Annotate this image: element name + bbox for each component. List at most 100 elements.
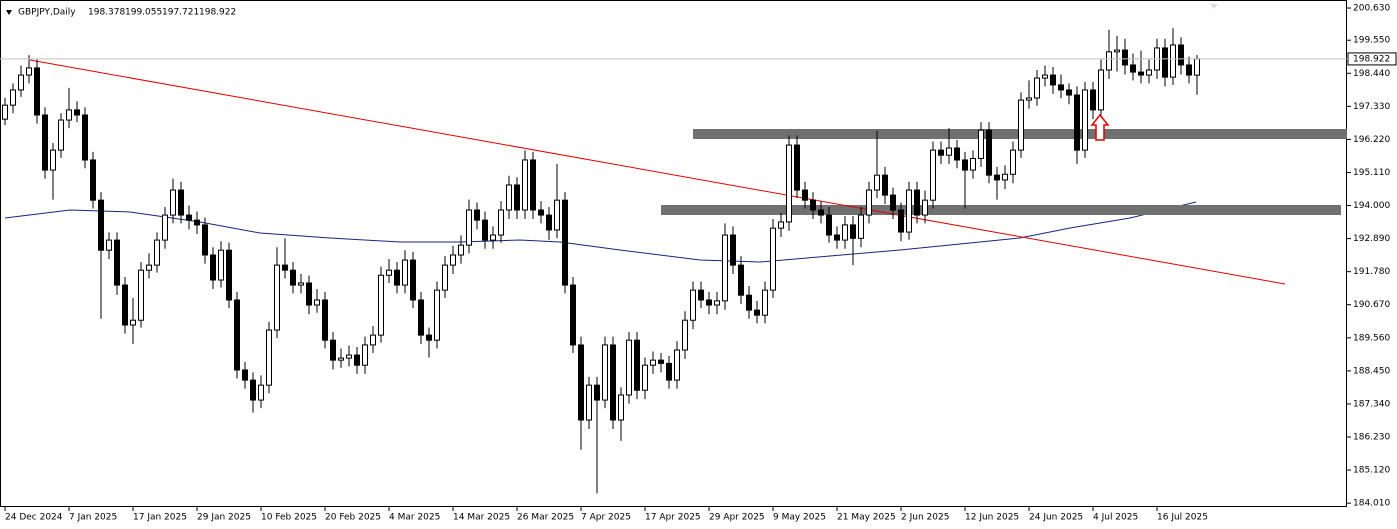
candle-body bbox=[706, 299, 712, 306]
candle-body bbox=[42, 114, 48, 171]
y-tick-label: 195.110 bbox=[1353, 168, 1390, 178]
candle-body bbox=[74, 109, 80, 116]
candle-body bbox=[98, 199, 104, 251]
candle-body bbox=[658, 359, 664, 364]
x-tick-label: 24 Jun 2025 bbox=[1029, 513, 1083, 523]
header-close: 198.922 bbox=[199, 8, 236, 18]
candle-body bbox=[842, 224, 848, 241]
y-tick-label: 194.000 bbox=[1353, 201, 1390, 211]
candle-body bbox=[562, 199, 568, 286]
candle-body bbox=[906, 189, 912, 233]
candle-body bbox=[82, 114, 88, 161]
candle-body bbox=[938, 149, 944, 156]
y-tick-label: 197.330 bbox=[1353, 102, 1390, 112]
candle-body bbox=[874, 174, 880, 191]
candle-body bbox=[650, 359, 656, 366]
candle-body bbox=[506, 184, 512, 211]
candle-body bbox=[698, 289, 704, 301]
candle-body bbox=[554, 199, 560, 231]
candle-body bbox=[530, 159, 536, 211]
x-tick-label: 4 Jul 2025 bbox=[1093, 513, 1138, 523]
candle-body bbox=[1106, 51, 1112, 71]
candle-body bbox=[194, 219, 200, 226]
y-tick-label: 186.230 bbox=[1353, 432, 1390, 442]
signal-arrow bbox=[1090, 113, 1110, 141]
candle-body bbox=[346, 354, 352, 359]
x-tick-label: 12 Jun 2025 bbox=[965, 513, 1019, 523]
candle-body bbox=[394, 269, 400, 286]
candle-body bbox=[34, 67, 40, 116]
candle-body bbox=[210, 254, 216, 281]
candle-body bbox=[1098, 69, 1104, 111]
candle-body bbox=[834, 234, 840, 241]
candle-body bbox=[1146, 69, 1152, 76]
price-label-box bbox=[1347, 52, 1397, 66]
x-tick-label: 7 Apr 2025 bbox=[581, 513, 631, 523]
candle-body bbox=[922, 199, 928, 216]
candle-body bbox=[1114, 49, 1120, 53]
x-tick-label: 21 May 2025 bbox=[837, 513, 896, 523]
y-tick-label: 191.780 bbox=[1353, 267, 1390, 277]
candle-body bbox=[202, 224, 208, 256]
candle-body bbox=[258, 384, 264, 401]
candle-body bbox=[866, 189, 872, 216]
candle-body bbox=[570, 284, 576, 346]
candle-body bbox=[578, 344, 584, 421]
candle-body bbox=[690, 289, 696, 321]
candle-body bbox=[1178, 44, 1184, 66]
y-tick-label: 192.890 bbox=[1353, 234, 1390, 244]
candle-body bbox=[586, 384, 592, 421]
candle-body bbox=[386, 269, 392, 276]
moving-average bbox=[4, 201, 1197, 263]
candle-body bbox=[234, 299, 240, 371]
candle-body bbox=[146, 264, 152, 271]
candle-body bbox=[1002, 173, 1008, 181]
candle-body bbox=[338, 357, 344, 361]
candle-body bbox=[1170, 44, 1176, 78]
candle-body bbox=[770, 227, 776, 291]
candle-body bbox=[1018, 99, 1024, 151]
x-tick-label: 7 Jan 2025 bbox=[69, 513, 117, 523]
candle-body bbox=[1034, 77, 1040, 99]
candle-body bbox=[850, 224, 856, 239]
candle-body bbox=[1026, 97, 1032, 101]
chart-header: GBPJPY,Daily 198.378 199.055 197.721 198… bbox=[6, 8, 236, 18]
candle-body bbox=[282, 264, 288, 271]
header-low: 197.721 bbox=[162, 8, 199, 18]
candle-body bbox=[186, 214, 192, 221]
candle-body bbox=[666, 362, 672, 381]
candle-body bbox=[378, 274, 384, 336]
trend-line bbox=[29, 59, 1286, 285]
candle-body bbox=[490, 234, 496, 241]
candle-body bbox=[162, 214, 168, 241]
y-tick-label: 198.440 bbox=[1353, 69, 1390, 79]
candle-body bbox=[450, 254, 456, 266]
candle-body bbox=[634, 339, 640, 391]
candle-body bbox=[2, 104, 8, 120]
candle-body bbox=[1122, 49, 1128, 66]
candle-body bbox=[954, 147, 960, 161]
candle-body bbox=[1050, 74, 1056, 86]
y-tick-label: 185.120 bbox=[1353, 466, 1390, 476]
x-tick-label: 16 Jul 2025 bbox=[1157, 513, 1208, 523]
candle-body bbox=[370, 334, 376, 346]
candle-body bbox=[858, 214, 864, 239]
candle-body bbox=[26, 67, 32, 76]
candle-body bbox=[1058, 84, 1064, 91]
candle-body bbox=[946, 147, 952, 156]
candle-body bbox=[1162, 47, 1168, 78]
support-zone bbox=[661, 205, 1341, 215]
candle-body bbox=[410, 259, 416, 301]
candle-body bbox=[714, 300, 720, 306]
candle-body bbox=[114, 239, 120, 286]
candle-body bbox=[754, 309, 760, 316]
x-tick-label: 17 Apr 2025 bbox=[645, 513, 701, 523]
candle-body bbox=[1066, 89, 1072, 96]
candle-body bbox=[970, 157, 976, 171]
symbol: GBPJPY,Daily bbox=[18, 8, 76, 18]
candle-body bbox=[354, 354, 360, 366]
candle-body bbox=[618, 394, 624, 421]
y-tick-label: 184.010 bbox=[1353, 499, 1390, 509]
candle-body bbox=[1090, 89, 1096, 111]
candle-body bbox=[226, 249, 232, 301]
